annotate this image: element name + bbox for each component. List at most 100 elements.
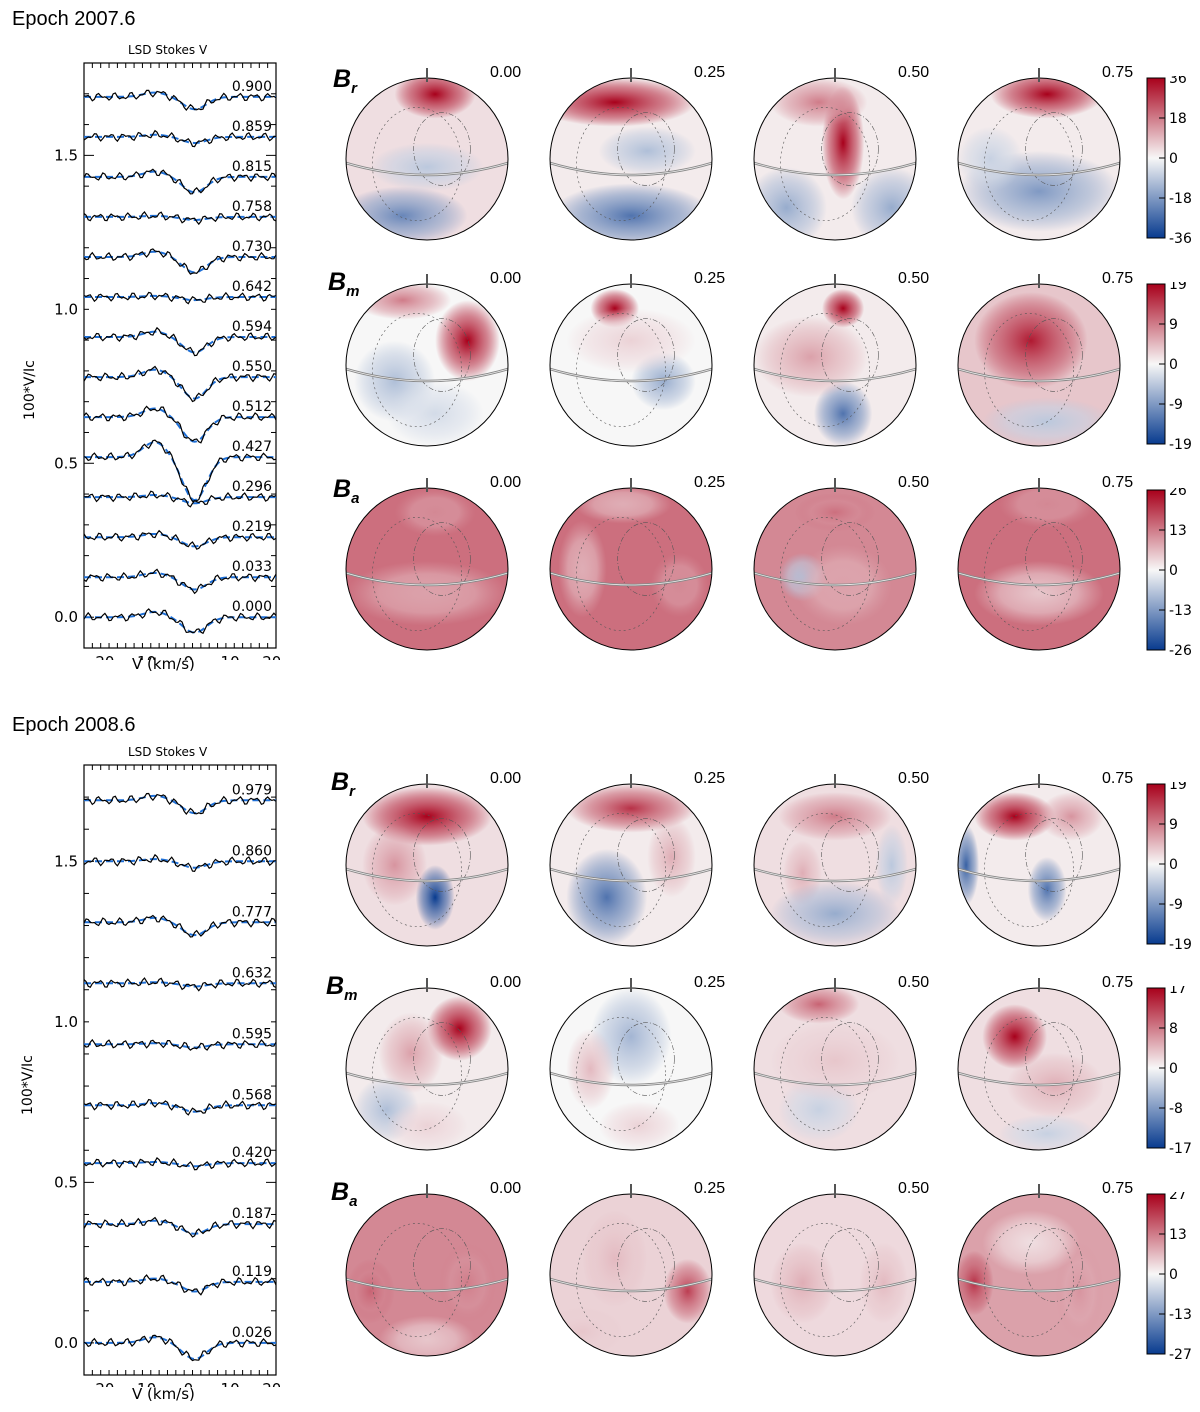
x-tick-label: 10	[137, 1380, 156, 1387]
field-spot	[346, 1258, 395, 1324]
colorbar-tick-label: -8	[1169, 1101, 1183, 1117]
epoch-title-2007: Epoch 2007.6	[12, 8, 136, 30]
rotation-axis-marker	[426, 1184, 428, 1198]
rotation-phase-label: 0.75	[1102, 474, 1134, 491]
plot-frame	[83, 62, 277, 649]
rotation-axis-marker	[834, 274, 836, 288]
x-tick-label: 10	[221, 653, 240, 660]
phase-label: 0.026	[232, 1325, 272, 1341]
contour-line	[617, 1022, 675, 1096]
phase-label: 0.979	[232, 782, 272, 798]
observed-profile-line	[83, 326, 277, 357]
magnetic-map-sphere	[345, 487, 509, 651]
equator-highlight	[549, 572, 713, 586]
contour-line	[780, 1222, 870, 1338]
contour-line	[821, 112, 879, 186]
colorbar-tick-label: 8	[1169, 1021, 1178, 1037]
contour-line	[617, 1228, 675, 1302]
contour-line	[372, 106, 462, 222]
equator-highlight	[549, 1072, 713, 1086]
contour-line	[984, 312, 1074, 428]
phase-label: 0.777	[232, 904, 272, 920]
contour-line	[372, 312, 462, 428]
y-tick-label: 1.5	[54, 852, 78, 870]
observed-profile-line	[83, 608, 277, 635]
colorbar-tick-label: 36	[1169, 76, 1187, 87]
y-tick-label: 0.0	[54, 1334, 78, 1352]
colorbar-tick-label: -26	[1169, 643, 1192, 659]
colorbar: 19 9 0 -9 -19	[1146, 782, 1192, 953]
field-spot	[813, 381, 873, 446]
component-label-br-2008: Br	[331, 768, 355, 800]
contour-line	[1025, 112, 1083, 186]
phase-label: 0.427	[232, 439, 272, 455]
contour-line	[1025, 318, 1083, 392]
field-spot	[794, 492, 876, 532]
equator-highlight	[957, 572, 1121, 586]
rotation-axis-marker	[630, 978, 632, 992]
phase-label: 0.187	[232, 1206, 272, 1222]
field-spot	[386, 1101, 468, 1150]
contour-line	[984, 1016, 1074, 1132]
colorbar-tick-label: -19	[1169, 437, 1192, 453]
x-tick-label: 10	[137, 653, 156, 660]
field-spot	[822, 288, 865, 328]
field-spot	[1039, 792, 1104, 841]
magnetic-map-sphere	[549, 1193, 713, 1357]
rotation-axis-marker	[1038, 274, 1040, 288]
contour-line	[576, 812, 666, 928]
epoch-title-2008: Epoch 2008.6	[12, 714, 136, 736]
contour-line	[413, 818, 471, 892]
observed-profile-line	[83, 1216, 277, 1238]
observed-profile-line	[83, 529, 277, 550]
phase-label: 0.033	[232, 559, 272, 575]
magnetic-map-sphere	[549, 283, 713, 447]
component-label-bm-2008: Bm	[326, 972, 358, 1004]
y-axis-label-2007: 100*V/Ic	[22, 360, 38, 420]
y-tick-label: 0.0	[54, 608, 78, 626]
magnetic-map-sphere	[549, 783, 713, 947]
observed-profile-line	[83, 365, 277, 403]
contour-line	[576, 516, 666, 632]
field-spot	[370, 142, 484, 192]
phase-label: 0.296	[232, 479, 272, 495]
equator-highlight	[753, 162, 917, 176]
rotation-axis-marker	[426, 478, 428, 492]
colorbar-tick-label: 26	[1169, 488, 1187, 499]
contour-line	[617, 112, 675, 186]
x-axis-label-2007: V (km/s)	[132, 655, 195, 673]
phase-label: 0.642	[232, 279, 272, 295]
colorbar-tick-label: 0	[1169, 857, 1178, 873]
contour-line	[1025, 818, 1083, 892]
contour-line	[413, 1022, 471, 1096]
rotation-axis-marker	[834, 774, 836, 788]
field-spot	[650, 552, 709, 618]
field-spot	[982, 1210, 1080, 1275]
field-spot	[875, 824, 908, 906]
colorbar-tick-label: -9	[1169, 397, 1183, 413]
field-spot	[663, 1258, 712, 1324]
rotation-axis-marker	[630, 274, 632, 288]
field-spot	[778, 988, 860, 1024]
equator-highlight	[345, 572, 509, 586]
field-spot	[438, 1242, 497, 1324]
colorbar: 17 8 0 -8 -17	[1146, 986, 1192, 1157]
phase-label: 0.550	[232, 359, 272, 375]
rotation-axis-marker	[426, 978, 428, 992]
rotation-axis-marker	[426, 774, 428, 788]
contour-line	[984, 106, 1074, 222]
model-profile-line	[84, 133, 276, 144]
field-spot	[435, 300, 500, 382]
rotation-axis-marker	[1038, 68, 1040, 82]
field-spot	[346, 560, 508, 626]
phase-label: 0.730	[232, 239, 272, 255]
colorbar-tick-label: -27	[1169, 1347, 1192, 1363]
contour-line	[372, 812, 462, 928]
field-spot	[386, 381, 484, 446]
observed-profile-line	[83, 248, 277, 275]
rotation-phase-label: 0.25	[694, 64, 726, 81]
field-spot	[427, 996, 492, 1061]
equator-highlight	[549, 868, 713, 882]
rotation-axis-marker	[1038, 1184, 1040, 1198]
magnetic-map-sphere	[753, 1193, 917, 1357]
